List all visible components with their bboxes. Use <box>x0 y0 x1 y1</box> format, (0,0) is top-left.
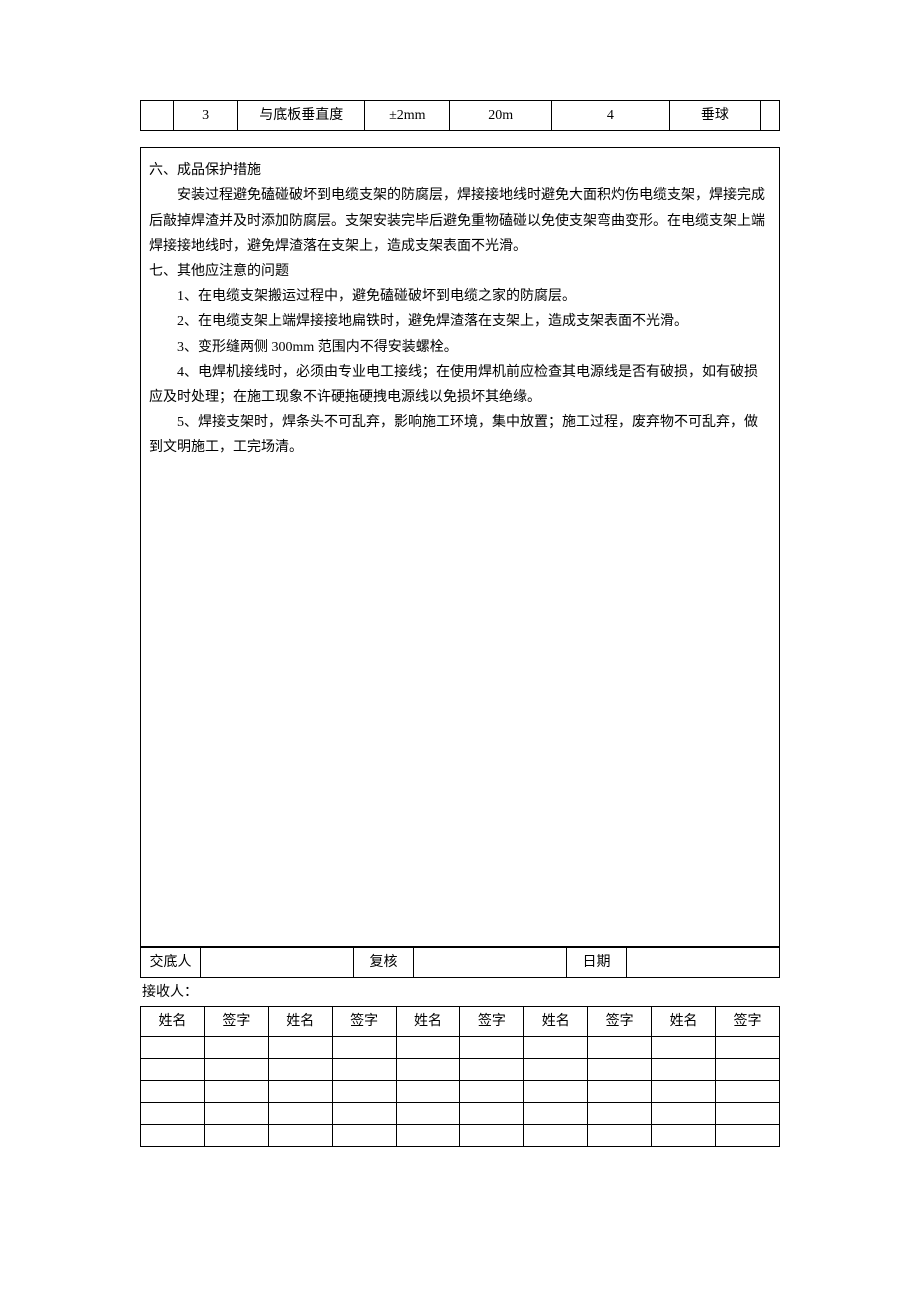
name-cell[interactable] <box>524 1080 588 1102</box>
name-header: 姓名 <box>141 1006 205 1036</box>
sign-cell[interactable] <box>460 1102 524 1124</box>
sign-cell[interactable] <box>588 1058 652 1080</box>
list-item-1: 1、在电缆支架搬运过程中，避免磕碰破坏到电缆之家的防腐层。 <box>149 284 771 309</box>
recipient-label: 接收人： <box>140 980 780 1005</box>
name-cell[interactable] <box>268 1036 332 1058</box>
name-cell[interactable] <box>141 1080 205 1102</box>
name-cell[interactable] <box>141 1124 205 1146</box>
sign-cell[interactable] <box>332 1124 396 1146</box>
signature-table: 姓名 签字 姓名 签字 姓名 签字 姓名 签字 姓名 签字 <box>140 1006 780 1147</box>
name-cell[interactable] <box>396 1102 460 1124</box>
tolerance-cell: ±2mm <box>365 101 450 131</box>
name-cell[interactable] <box>524 1124 588 1146</box>
sign-header: 签字 <box>332 1006 396 1036</box>
name-cell[interactable] <box>396 1036 460 1058</box>
sign-cell[interactable] <box>204 1124 268 1146</box>
name-cell[interactable] <box>652 1036 716 1058</box>
name-cell[interactable] <box>396 1080 460 1102</box>
sign-cell[interactable] <box>716 1058 780 1080</box>
jiaodi-label: 交底人 <box>141 948 201 978</box>
riqi-value[interactable] <box>627 948 780 978</box>
name-cell[interactable] <box>652 1080 716 1102</box>
list-item-2: 2、在电缆支架上端焊接接地扁铁时，避免焊渣落在支架上，造成支架表面不光滑。 <box>149 309 771 334</box>
signature-row <box>141 1102 780 1124</box>
sign-header: 签字 <box>460 1006 524 1036</box>
name-cell[interactable] <box>141 1102 205 1124</box>
sign-cell[interactable] <box>588 1102 652 1124</box>
sign-cell[interactable] <box>716 1102 780 1124</box>
signature-row <box>141 1036 780 1058</box>
sign-cell[interactable] <box>332 1036 396 1058</box>
sign-cell[interactable] <box>460 1058 524 1080</box>
name-cell[interactable] <box>524 1036 588 1058</box>
name-cell[interactable] <box>268 1102 332 1124</box>
empty-cell <box>761 101 780 131</box>
table-row: 3 与底板垂直度 ±2mm 20m 4 垂球 <box>141 101 780 131</box>
jiaodi-value[interactable] <box>201 948 354 978</box>
signature-row <box>141 1124 780 1146</box>
signature-row <box>141 1080 780 1102</box>
name-cell[interactable] <box>652 1102 716 1124</box>
sign-cell[interactable] <box>332 1102 396 1124</box>
section-6-paragraph: 安装过程避免磕碰破坏到电缆支架的防腐层，焊接接地线时避免大面积灼伤电缆支架，焊接… <box>149 183 771 259</box>
sign-cell[interactable] <box>332 1080 396 1102</box>
count-cell: 4 <box>552 101 670 131</box>
name-cell[interactable] <box>652 1058 716 1080</box>
sign-cell[interactable] <box>588 1124 652 1146</box>
signature-header-row: 姓名 签字 姓名 签字 姓名 签字 姓名 签字 姓名 签字 <box>141 1006 780 1036</box>
sign-cell[interactable] <box>460 1036 524 1058</box>
sign-cell[interactable] <box>204 1102 268 1124</box>
signature-row <box>141 1058 780 1080</box>
sign-cell[interactable] <box>716 1080 780 1102</box>
name-header: 姓名 <box>396 1006 460 1036</box>
sign-cell[interactable] <box>460 1080 524 1102</box>
sign-cell[interactable] <box>588 1036 652 1058</box>
distance-cell: 20m <box>450 101 552 131</box>
sign-cell[interactable] <box>460 1124 524 1146</box>
list-item-5-text: 5、焊接支架时，焊条头不可乱弃，影响施工环境，集中放置；施工过程，废弃物不可乱弃… <box>149 415 758 455</box>
empty-cell <box>141 101 174 131</box>
fuhe-value[interactable] <box>414 948 567 978</box>
sign-cell[interactable] <box>716 1124 780 1146</box>
sign-cell[interactable] <box>332 1058 396 1080</box>
section-6-text: 安装过程避免磕碰破坏到电缆支架的防腐层，焊接接地线时避免大面积灼伤电缆支架，焊接… <box>149 188 765 253</box>
method-cell: 垂球 <box>669 101 761 131</box>
riqi-label: 日期 <box>567 948 627 978</box>
item-name-cell: 与底板垂直度 <box>238 101 365 131</box>
sign-cell[interactable] <box>204 1058 268 1080</box>
sign-header: 签字 <box>716 1006 780 1036</box>
section-7-title: 七、其他应注意的问题 <box>149 259 771 284</box>
sign-cell[interactable] <box>716 1036 780 1058</box>
name-cell[interactable] <box>524 1058 588 1080</box>
sign-cell[interactable] <box>204 1080 268 1102</box>
name-cell[interactable] <box>268 1058 332 1080</box>
document-page: 3 与底板垂直度 ±2mm 20m 4 垂球 六、成品保护措施 安装过程避免磕碰… <box>140 100 780 1147</box>
name-cell[interactable] <box>396 1124 460 1146</box>
name-cell[interactable] <box>396 1058 460 1080</box>
main-content-box: 六、成品保护措施 安装过程避免磕碰破坏到电缆支架的防腐层，焊接接地线时避免大面积… <box>140 147 780 947</box>
fuhe-label: 复核 <box>354 948 414 978</box>
list-item-3: 3、变形缝两侧 300mm 范围内不得安装螺栓。 <box>149 335 771 360</box>
name-header: 姓名 <box>524 1006 588 1036</box>
list-item-4-text: 4、电焊机接线时，必须由专业电工接线；在使用焊机前应检查其电源线是否有破损，如有… <box>149 365 758 405</box>
name-header: 姓名 <box>652 1006 716 1036</box>
name-cell[interactable] <box>268 1080 332 1102</box>
name-cell[interactable] <box>141 1058 205 1080</box>
name-cell[interactable] <box>524 1102 588 1124</box>
table-row: 交底人 复核 日期 <box>141 948 780 978</box>
sign-cell[interactable] <box>588 1080 652 1102</box>
section-6-title: 六、成品保护措施 <box>149 158 771 183</box>
sign-header: 签字 <box>588 1006 652 1036</box>
sign-header: 签字 <box>204 1006 268 1036</box>
name-cell[interactable] <box>268 1124 332 1146</box>
list-item-5: 5、焊接支架时，焊条头不可乱弃，影响施工环境，集中放置；施工过程，废弃物不可乱弃… <box>149 410 771 460</box>
name-cell[interactable] <box>141 1036 205 1058</box>
top-parameter-table: 3 与底板垂直度 ±2mm 20m 4 垂球 <box>140 100 780 131</box>
approval-table: 交底人 复核 日期 <box>140 947 780 978</box>
list-item-4: 4、电焊机接线时，必须由专业电工接线；在使用焊机前应检查其电源线是否有破损，如有… <box>149 360 771 410</box>
name-header: 姓名 <box>268 1006 332 1036</box>
sign-cell[interactable] <box>204 1036 268 1058</box>
name-cell[interactable] <box>652 1124 716 1146</box>
row-number-cell: 3 <box>174 101 238 131</box>
